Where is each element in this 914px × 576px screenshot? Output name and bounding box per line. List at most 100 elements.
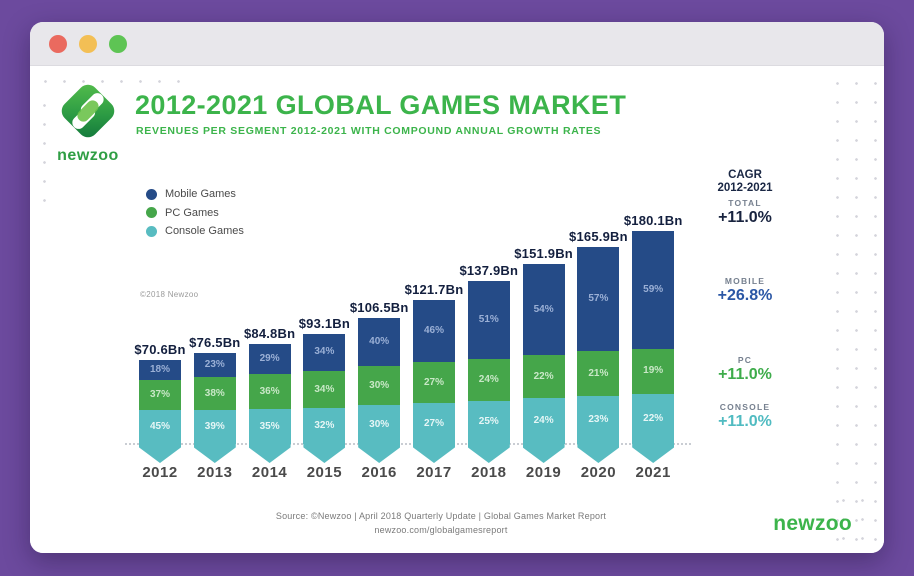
segment-mobile-2019: 54% <box>522 264 565 355</box>
bar-tip-2017 <box>413 444 455 463</box>
segment-percent-label: 23% <box>588 414 609 426</box>
bar-tip-2015 <box>303 444 346 463</box>
cagr-heading: CAGR 2012-2021 <box>685 169 805 195</box>
bar-2012: 18% 37% 45% <box>139 360 181 444</box>
segment-pc-2016: 30% <box>358 366 401 406</box>
cagr-total-label: TOTAL <box>728 198 762 208</box>
segment-percent-label: 24% <box>478 373 499 385</box>
segment-console-2016: 30% <box>358 405 401 444</box>
legend-dot-mobile <box>146 188 157 200</box>
bar-tip-2019 <box>522 444 565 463</box>
segment-percent-label: 51% <box>478 313 499 325</box>
segment-percent-label: 35% <box>259 420 280 432</box>
segment-console-2015: 32% <box>303 408 346 444</box>
year-label-2019: 2019 <box>525 464 562 481</box>
cagr-heading-line1: CAGR <box>728 169 762 181</box>
legend-dot-console <box>146 225 157 237</box>
bar-2019: 54% 22% 24% <box>522 264 565 444</box>
total-label-2013: $76.5Bn <box>189 335 241 351</box>
infographic-card: newzoo 2012-2021 GLOBAL GAMES MARKET REV… <box>30 66 884 553</box>
total-label-2016: $106.5Bn <box>349 299 409 315</box>
legend-item-pc: PC Games <box>146 204 244 223</box>
window-titlebar <box>30 22 884 66</box>
segment-console-2019: 24% <box>522 398 565 444</box>
segment-percent-label: 23% <box>204 359 225 371</box>
segment-percent-label: 37% <box>149 388 170 400</box>
segment-percent-label: 30% <box>369 379 390 391</box>
segment-pc-2017: 27% <box>413 362 455 404</box>
cagr-console-value: +11.0% <box>718 413 772 430</box>
segment-console-2014: 35% <box>248 409 291 444</box>
bar-tip-2018 <box>467 444 510 463</box>
year-label-2018: 2018 <box>471 464 507 481</box>
segment-percent-label: 54% <box>533 303 554 315</box>
segment-console-2021: 22% <box>632 393 675 444</box>
bar-2013: 23% 38% 39% <box>193 353 236 444</box>
page-title: 2012-2021 GLOBAL GAMES MARKET <box>135 90 627 120</box>
total-label-2017: $121.7Bn <box>404 281 464 297</box>
total-label-2014: $84.8Bn <box>243 325 296 341</box>
source-line2: newzoo.com/globalgamesreport <box>374 525 508 535</box>
source-note: Source: ©Newzoo | April 2018 Quarterly U… <box>181 509 701 537</box>
segment-console-2017: 27% <box>413 403 455 444</box>
chart-baseline <box>125 443 691 445</box>
segment-mobile-2017: 46% <box>413 299 455 363</box>
legend-dot-pc <box>146 207 157 219</box>
bar-tip-2014 <box>248 444 291 463</box>
segment-percent-label: 38% <box>204 387 225 399</box>
chart-plot: 18% 37% 45% $70.6Bn 2012 23% 38% 39% $76.5Bn 2013… <box>30 66 884 553</box>
segment-mobile-2018: 51% <box>467 280 510 359</box>
cagr-panel: CAGR 2012-2021 TOTAL +11.0% MOBILE +26.8… <box>685 169 805 430</box>
legend-item-console: Console Games <box>146 222 244 241</box>
legend-label: PC Games <box>165 206 219 219</box>
segment-percent-label: 39% <box>204 421 225 433</box>
total-label-2018: $137.9Bn <box>459 262 519 278</box>
segment-percent-label: 22% <box>643 412 664 424</box>
bar-2021: 59% 19% 22% <box>632 230 675 444</box>
newzoo-logo-icon <box>61 84 115 138</box>
chart-legend: Mobile Games PC Games Console Games <box>146 185 244 241</box>
window-zoom-button[interactable] <box>109 35 127 53</box>
year-label-2015: 2015 <box>306 464 343 481</box>
newzoo-wordmark-top: newzoo <box>57 147 119 164</box>
cagr-pc-value: +11.0% <box>718 366 772 383</box>
cagr-total-value: +11.0% <box>718 209 772 226</box>
segment-percent-label: 40% <box>369 336 390 348</box>
segment-percent-label: 34% <box>314 383 335 395</box>
year-label-2014: 2014 <box>251 464 288 481</box>
year-label-2016: 2016 <box>361 464 397 481</box>
segment-percent-label: 27% <box>423 417 444 429</box>
bar-tip-2021 <box>632 444 675 463</box>
window-minimize-button[interactable] <box>79 35 97 53</box>
cagr-total: TOTAL +11.0% <box>685 198 805 227</box>
segment-percent-label: 45% <box>149 420 170 432</box>
segment-percent-label: 21% <box>588 367 609 379</box>
segment-percent-label: 22% <box>533 370 554 382</box>
segment-percent-label: 19% <box>643 365 664 377</box>
segment-pc-2019: 22% <box>522 355 565 398</box>
segment-pc-2021: 19% <box>632 348 675 394</box>
bar-2017: 46% 27% 27% <box>413 299 455 444</box>
segment-console-2012: 45% <box>139 409 181 444</box>
total-label-2020: $165.9Bn <box>569 229 628 245</box>
year-label-2021: 2021 <box>635 464 671 481</box>
segment-percent-label: 30% <box>369 418 390 430</box>
window-close-button[interactable] <box>49 35 67 53</box>
segment-pc-2012: 37% <box>139 379 181 410</box>
segment-percent-label: 27% <box>423 376 444 388</box>
segment-percent-label: 36% <box>259 385 280 397</box>
cagr-mobile: MOBILE +26.8% <box>685 276 805 305</box>
source-line1: Source: ©Newzoo | April 2018 Quarterly U… <box>275 511 607 521</box>
segment-console-2013: 39% <box>193 410 236 444</box>
bar-2018: 51% 24% 25% <box>467 280 510 444</box>
bar-tip-2013 <box>193 444 236 463</box>
segment-pc-2015: 34% <box>303 370 346 409</box>
segment-percent-label: 25% <box>478 416 499 428</box>
segment-mobile-2021: 59% <box>632 230 675 349</box>
segment-percent-label: 59% <box>643 283 664 295</box>
segment-percent-label: 32% <box>314 420 335 432</box>
bar-tip-2016 <box>358 444 401 463</box>
total-label-2019: $151.9Bn <box>514 246 573 261</box>
cagr-console: CONSOLE +11.0% <box>685 402 805 431</box>
segment-console-2018: 25% <box>467 400 510 444</box>
